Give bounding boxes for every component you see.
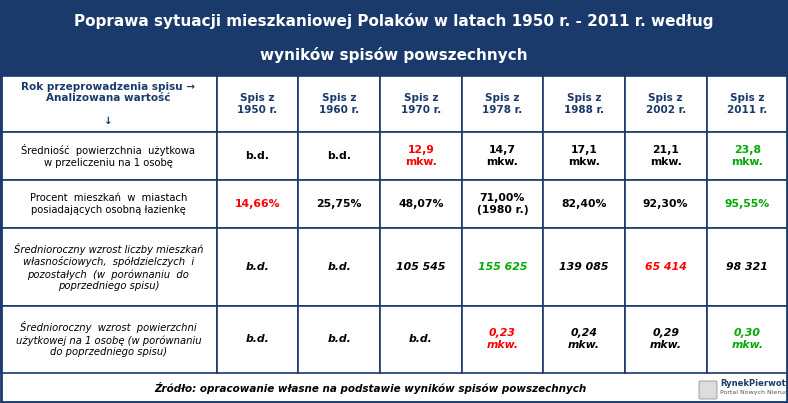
Text: 23,8
mkw.: 23,8 mkw. [731, 145, 764, 167]
Text: Średniość  powierzchnia  użytkowa
w przeliczeniu na 1 osobę: Średniość powierzchnia użytkowa w przeli… [21, 144, 195, 168]
Bar [299, 180, 380, 229]
Bar [543, 180, 625, 229]
Text: Spis z
2002 r.: Spis z 2002 r. [645, 93, 686, 115]
Text: Poprawa sytuacji mieszkaniowej Polaków w latach 1950 r. - 2011 r. według: Poprawa sytuacji mieszkaniowej Polaków w… [74, 13, 714, 29]
Text: 21,1
mkw.: 21,1 mkw. [650, 145, 682, 167]
Text: Spis z
1950 r.: Spis z 1950 r. [237, 93, 277, 115]
Text: Spis z
1988 r.: Spis z 1988 r. [564, 93, 604, 115]
Text: 98 321: 98 321 [727, 262, 768, 272]
Bar [625, 76, 707, 132]
Text: 105 545: 105 545 [396, 262, 445, 272]
Text: b.d.: b.d. [327, 334, 351, 344]
Bar [625, 229, 707, 305]
Text: 92,30%: 92,30% [643, 199, 689, 209]
Text: Spis z
1978 r.: Spis z 1978 r. [482, 93, 522, 115]
Bar [0, 76, 217, 132]
Text: 25,75%: 25,75% [317, 199, 362, 209]
Text: b.d.: b.d. [246, 334, 269, 344]
FancyBboxPatch shape [699, 381, 717, 399]
Text: 139 085: 139 085 [559, 262, 609, 272]
Text: 0,23
mkw.: 0,23 mkw. [486, 328, 519, 350]
Bar [299, 76, 380, 132]
Bar [625, 132, 707, 180]
Bar [462, 180, 543, 229]
Text: 71,00%
(1980 r.): 71,00% (1980 r.) [477, 193, 528, 215]
Bar [707, 305, 788, 373]
Text: 0,24
mkw.: 0,24 mkw. [568, 328, 600, 350]
Bar [625, 180, 707, 229]
Bar [380, 180, 462, 229]
Bar [543, 132, 625, 180]
Text: 95,55%: 95,55% [725, 199, 770, 209]
Text: b.d.: b.d. [409, 334, 433, 344]
Bar [380, 76, 462, 132]
Text: 17,1
mkw.: 17,1 mkw. [568, 145, 600, 167]
Bar [707, 180, 788, 229]
Text: 48,07%: 48,07% [398, 199, 444, 209]
Bar [462, 76, 543, 132]
Bar [462, 229, 543, 305]
Bar [707, 132, 788, 180]
Bar [299, 229, 380, 305]
Bar [380, 229, 462, 305]
Bar [543, 229, 625, 305]
Text: 155 625: 155 625 [478, 262, 527, 272]
Bar [217, 180, 299, 229]
Bar [380, 132, 462, 180]
Text: RynekPierwotny: RynekPierwotny [720, 380, 788, 388]
Bar [462, 132, 543, 180]
Bar [299, 305, 380, 373]
Text: Rok przeprowadzenia spisu →
Analizowana wartość

↓: Rok przeprowadzenia spisu → Analizowana … [21, 81, 195, 127]
Text: 0,29
mkw.: 0,29 mkw. [649, 328, 682, 350]
Bar [543, 305, 625, 373]
Text: b.d.: b.d. [327, 262, 351, 272]
Bar [217, 229, 299, 305]
Text: Spis z
1960 r.: Spis z 1960 r. [319, 93, 359, 115]
Text: Średnioroczny  wzrost  powierzchni
użytkowej na 1 osobę (w porównaniu
do poprzed: Średnioroczny wzrost powierzchni użytkow… [16, 321, 201, 357]
Text: b.d.: b.d. [246, 262, 269, 272]
Text: Portal Nowych Nieruchomości: Portal Nowych Nieruchomości [720, 389, 788, 395]
Bar [0, 180, 217, 229]
Bar [217, 305, 299, 373]
Text: Średnioroczny wzrost liczby mieszkań
własnościowych,  spółdzielczych  i
pozostał: Średnioroczny wzrost liczby mieszkań wła… [13, 243, 203, 291]
Text: 14,7
mkw.: 14,7 mkw. [486, 145, 519, 167]
Bar [707, 76, 788, 132]
Bar [625, 305, 707, 373]
Text: 65 414: 65 414 [645, 262, 686, 272]
Text: 12,9
mkw.: 12,9 mkw. [405, 145, 437, 167]
Bar [0, 229, 217, 305]
Bar [0, 305, 217, 373]
Text: 82,40%: 82,40% [561, 199, 607, 209]
Bar [380, 305, 462, 373]
Text: Procent  mieszkań  w  miastach
posiadających osobną łazienkę: Procent mieszkań w miastach posiadającyc… [30, 193, 187, 215]
Bar [299, 132, 380, 180]
Text: Źródło: opracowanie własne na podstawie wyników spisów powszechnych: Źródło: opracowanie własne na podstawie … [154, 382, 586, 394]
Bar [707, 229, 788, 305]
Text: Spis z
2011 r.: Spis z 2011 r. [727, 93, 768, 115]
Bar [543, 76, 625, 132]
Text: wyników spisów powszechnych: wyników spisów powszechnych [260, 47, 528, 63]
Text: b.d.: b.d. [327, 151, 351, 161]
Bar [462, 305, 543, 373]
Bar [0, 132, 217, 180]
Text: b.d.: b.d. [246, 151, 269, 161]
Text: 0,30
mkw.: 0,30 mkw. [731, 328, 764, 350]
Bar [0, 0, 788, 76]
Bar [217, 76, 299, 132]
Text: 14,66%: 14,66% [235, 199, 281, 209]
Bar [217, 132, 299, 180]
Text: Spis z
1970 r.: Spis z 1970 r. [400, 93, 441, 115]
